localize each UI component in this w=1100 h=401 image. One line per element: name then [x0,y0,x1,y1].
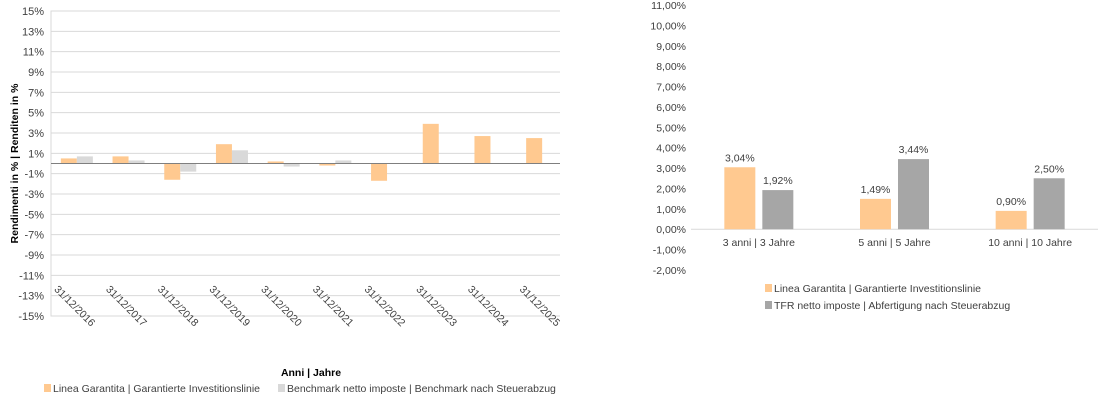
bar-benchmark [128,160,145,164]
legend-label: Benchmark netto imposte | Benchmark nach… [287,383,556,395]
legend-label: TFR netto imposte | Abfertigung nach Ste… [774,300,1010,312]
bar-tfr [762,190,794,230]
x-axis-title: Anni | Jahre [281,367,341,379]
y-tick-label: -7% [24,230,44,242]
bar-benchmark [180,163,197,172]
y-tick-label: -3% [24,189,44,201]
legend-label: Linea Garantita | Garantierte Investitio… [774,283,981,295]
y-tick-label: 7,00% [656,82,686,94]
bar-linea-garantita [422,123,439,164]
y-tick-label: 10,00% [650,20,686,32]
y-axis-title: Rendimenti in % | Renditen in % [9,83,21,244]
y-tick-label: 15% [22,6,44,18]
data-label: 1,49% [861,184,891,196]
bar-linea-garantita [319,163,336,166]
data-label: 0,90% [996,196,1026,208]
y-tick-label: -1% [24,169,44,181]
bar-benchmark [231,150,248,164]
bar-linea-garantita [474,136,491,164]
bar-benchmark [76,156,93,164]
bar-linea-garantita [164,163,181,180]
bar-linea-garantita [724,167,756,230]
bar-linea-garantita [267,161,284,164]
y-tick-label: 7% [28,87,44,99]
bar-benchmark [283,163,300,167]
y-tick-label: 3,00% [656,163,686,175]
bar-benchmark [335,160,352,164]
y-tick-label: -13% [18,291,44,303]
x-tick-label: 3 anni | 3 Jahre [723,237,795,249]
y-tick-label: 2,00% [656,183,686,195]
legend-swatch [278,384,285,392]
y-tick-label: -2,00% [653,265,686,277]
data-label: 2,50% [1034,163,1064,175]
y-tick-label: -1,00% [653,245,686,257]
y-tick-label: 0,00% [656,224,686,236]
y-tick-label: 3% [28,128,44,140]
y-tick-label: 11,00% [651,0,686,12]
y-tick-label: -15% [18,311,44,323]
data-label: 3,04% [725,152,755,164]
y-tick-label: 11% [23,47,44,59]
data-label: 3,44% [899,144,929,156]
bar-linea-garantita [995,210,1027,230]
y-tick-label: 4,00% [656,143,686,155]
annual-returns-chart: 15% 13% 11% 9% 7% 5% 3% 1% -1% -3% -5% -7% -9% -11% -1… [9,6,560,395]
y-tick-label: 9% [28,67,44,79]
x-tick-label: 5 anni | 5 Jahre [858,237,930,249]
y-tick-label: 13% [22,26,44,38]
legend-swatch [44,384,51,392]
y-tick-label: 1% [28,148,44,160]
bar-linea-garantita [60,158,77,164]
bar-linea-garantita [112,156,129,164]
bar-tfr [898,159,929,230]
bar-linea-garantita [860,198,891,230]
y-tick-label: 6,00% [656,102,686,114]
y-tick-label: 5,00% [656,122,686,134]
data-label: 1,92% [763,175,793,187]
legend-label: Linea Garantita | Garantierte Investitio… [53,383,260,395]
bar-linea-garantita [215,144,232,164]
y-tick-label: -11% [19,270,44,282]
y-tick-label: 5% [28,108,44,120]
y-tick-label: -5% [24,209,44,221]
bar-linea-garantita [371,163,388,181]
x-tick-label: 10 anni | 10 Jahre [988,237,1072,249]
bar-linea-garantita [526,138,543,164]
legend-swatch [765,284,772,292]
legend-swatch [765,301,772,309]
bar-tfr [1033,178,1065,230]
y-tick-label: 9,00% [656,41,686,53]
y-tick-label: 1,00% [656,204,686,216]
y-tick-label: -9% [24,250,44,262]
y-tick-label: 8,00% [656,61,686,73]
